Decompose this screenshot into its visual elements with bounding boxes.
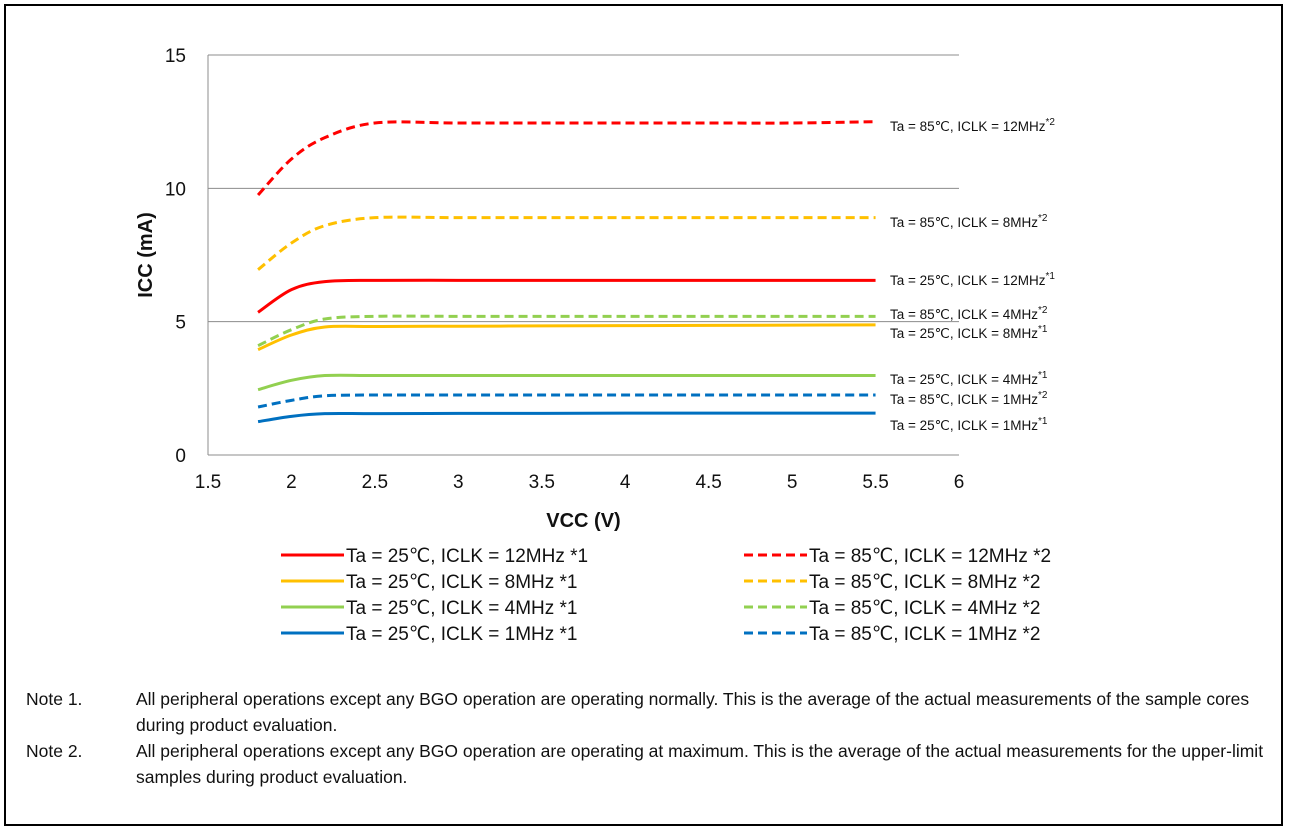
series-annotation: Ta = 25℃, ICLK = 1MHz*1 <box>890 416 1048 433</box>
legend-label: Ta = 85℃, ICLK = 12MHz *2 <box>809 546 1051 567</box>
note-2: Note 2. All peripheral operations except… <box>26 738 1266 790</box>
line-chart: 0 5 10 15 1.5 2 2.5 3 3.5 4 4.5 5 5.5 6 VCC (V) ICC (mA… <box>135 46 1055 645</box>
x-tick-label: 3 <box>453 472 464 493</box>
figure-frame: 0 5 10 15 1.5 2 2.5 3 3.5 4 4.5 5 5.5 6 VCC (V) ICC (mA… <box>4 4 1283 826</box>
series-line <box>257 411 876 424</box>
series-annotation: Ta = 25℃, ICLK = 4MHz*1 <box>890 370 1048 387</box>
series-line <box>257 373 876 392</box>
series-line <box>257 393 876 409</box>
legend-label: Ta = 85℃, ICLK = 4MHz *2 <box>809 598 1041 619</box>
notes: Note 1. All peripheral operations except… <box>26 686 1266 790</box>
note-1-text: All peripheral operations except any BGO… <box>136 689 1250 735</box>
series-line <box>257 215 876 271</box>
x-tick-label: 4 <box>620 472 631 493</box>
series-annotation: Ta = 85℃, ICLK = 12MHz*2 <box>890 117 1055 134</box>
x-tick-label: 5.5 <box>862 472 888 493</box>
x-tick-label: 5 <box>787 472 798 493</box>
legend-label: Ta = 25℃, ICLK = 1MHz *1 <box>346 624 578 645</box>
series-line <box>256 120 876 197</box>
series-line <box>257 278 876 314</box>
x-tick-label: 3.5 <box>529 472 555 493</box>
legend-label: Ta = 25℃, ICLK = 4MHz *1 <box>346 598 578 619</box>
series-annotation: Ta = 85℃, ICLK = 8MHz*2 <box>890 213 1048 230</box>
x-tick-label: 1.5 <box>195 472 221 493</box>
x-tick-label: 2 <box>286 472 297 493</box>
legend-label: Ta = 25℃, ICLK = 8MHz *1 <box>346 572 578 593</box>
x-axis-title: VCC (V) <box>546 510 620 532</box>
note-2-text: All peripheral operations except any BGO… <box>136 741 1264 787</box>
x-tick-label: 6 <box>954 472 965 493</box>
legend-label: Ta = 85℃, ICLK = 8MHz *2 <box>809 572 1041 593</box>
series-annotation: Ta = 25℃, ICLK = 8MHz*1 <box>890 324 1048 341</box>
x-tick-label: 2.5 <box>362 472 388 493</box>
series-annotation: Ta = 25℃, ICLK = 12MHz*1 <box>890 271 1055 288</box>
series-annotation: Ta = 85℃, ICLK = 1MHz*2 <box>890 390 1048 407</box>
y-axis-title: ICC (mA) <box>135 212 157 298</box>
series-line <box>257 323 876 352</box>
y-tick-label: 5 <box>175 313 186 334</box>
series-annotation: Ta = 85℃, ICLK = 4MHz*2 <box>890 305 1048 322</box>
series-line <box>257 314 876 348</box>
note-1: Note 1. All peripheral operations except… <box>26 686 1266 738</box>
legend-label: Ta = 25℃, ICLK = 12MHz *1 <box>346 546 588 567</box>
y-tick-label: 10 <box>165 179 186 200</box>
x-tick-label: 4.5 <box>695 472 721 493</box>
note-1-label: Note 1. <box>26 689 83 709</box>
note-2-label: Note 2. <box>26 741 83 761</box>
y-tick-label: 15 <box>165 46 186 67</box>
legend-label: Ta = 85℃, ICLK = 1MHz *2 <box>809 624 1041 645</box>
y-tick-label: 0 <box>175 446 186 467</box>
